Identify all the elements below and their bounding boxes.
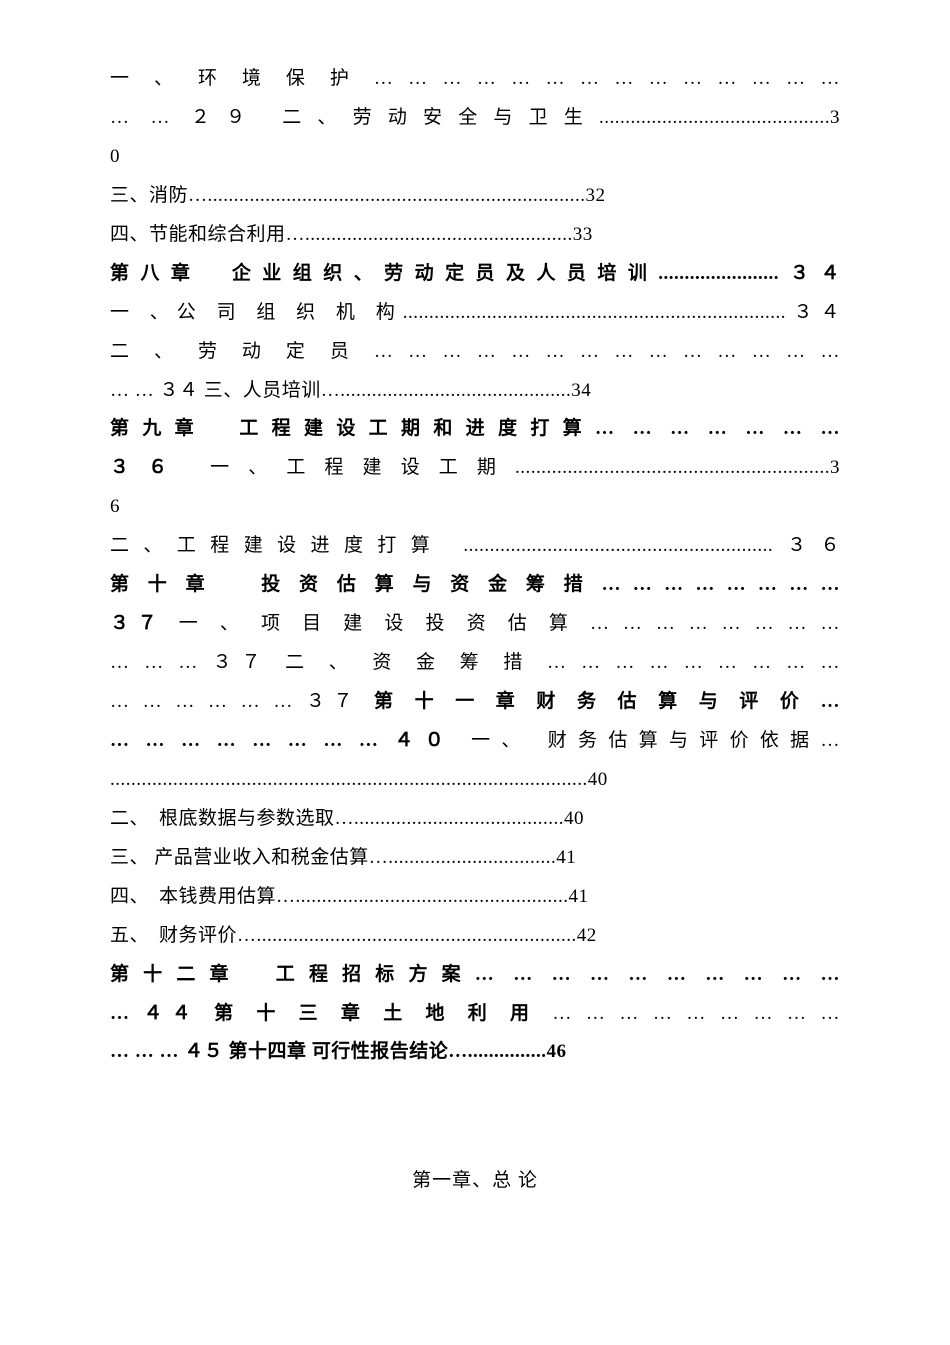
toc-line-11-bold: ３６ xyxy=(110,457,186,478)
toc-line-8: 二 、 劳 动 定 员 … … … … … … … … … … … … … … xyxy=(110,333,840,372)
toc-line-26: … … … ４５ 第十四章 可行性报告结论…...............46 xyxy=(110,1033,840,1072)
toc-line-11-rest: 一、工程建设工期................................… xyxy=(186,457,840,478)
toc-line-6: 第八章 企业组织、劳动定员及人员培训......................… xyxy=(110,255,840,294)
chapter-1-title: 第一章、总 论 xyxy=(110,1162,840,1201)
toc-line-18: … … … … … … … … ４０ 一、 财务估算与评价依据… xyxy=(110,722,840,761)
toc-line-14: 第 十 章 投 资 估 算 与 资 金 筹 措 … … … … … … … … xyxy=(110,566,840,605)
toc-line-25-rest: … … … … … … … … … xyxy=(552,1003,840,1024)
toc-container: 一 、 环 境 保 护 … … … … … … … … … … … … … … … xyxy=(110,60,840,1072)
toc-line-12: 6 xyxy=(110,488,840,527)
toc-line-19: ........................................… xyxy=(110,761,840,800)
toc-line-25: … ４４ 第 十 三 章 土 地 利 用 … … … … … … … … … xyxy=(110,995,840,1034)
toc-line-9: … … ３４ 三、人员培训…..........................… xyxy=(110,372,840,411)
toc-line-2: … … ２９ 二、劳动安全与卫生........................… xyxy=(110,99,840,138)
toc-line-18-bold: … … … … … … … … ４０ xyxy=(110,730,471,751)
toc-line-20: 二、 根底数据与参数选取…...........................… xyxy=(110,800,840,839)
toc-line-10: 第九章 工程建设工期和进度打算… … … … … … … xyxy=(110,410,840,449)
toc-line-5: 四、节能和综合利用…..............................… xyxy=(110,216,840,255)
toc-line-17: … … … … … … ３７ 第 十 一 章 财 务 估 算 与 评 价 … xyxy=(110,683,840,722)
toc-line-15-rest: 一 、 项 目 建 设 投 资 估 算 … … … … … … … … xyxy=(165,613,840,634)
toc-line-15: ３７ 一 、 项 目 建 设 投 资 估 算 … … … … … … … … xyxy=(110,605,840,644)
toc-line-15-bold: ３７ xyxy=(110,613,165,634)
toc-line-13: 二、工程建设进度打算 .............................… xyxy=(110,527,840,566)
toc-line-17-start: … … … … … … ３７ xyxy=(110,691,374,712)
toc-line-25-bold: … ４４ 第 十 三 章 土 地 利 用 xyxy=(110,1003,552,1024)
toc-line-7: 一 、公 司 组 织 机 构..........................… xyxy=(110,294,840,333)
toc-line-24: 第十二章 工程招标方案… … … … … … … … … … xyxy=(110,956,840,995)
toc-line-11: ３６ 一、工程建设工期.............................… xyxy=(110,449,840,488)
toc-line-16: … … … ３７ 二 、 资 金 筹 措 … … … … … … … … … xyxy=(110,644,840,683)
toc-line-21: 三、 产品营业收入和税金估算….........................… xyxy=(110,839,840,878)
toc-line-4: 三、消防…...................................… xyxy=(110,177,840,216)
toc-line-17-bold: 第 十 一 章 财 务 估 算 与 评 价 … xyxy=(374,691,840,712)
toc-line-22: 四、 本钱费用估算…..............................… xyxy=(110,878,840,917)
toc-line-3: 0 xyxy=(110,138,840,177)
toc-line-26-rest: ...............46 xyxy=(468,1041,567,1062)
toc-line-1: 一 、 环 境 保 护 … … … … … … … … … … … … … … xyxy=(110,60,840,99)
toc-line-23: 五、 财务评价…................................… xyxy=(110,917,840,956)
toc-line-18-rest: 一、 财务估算与评价依据… xyxy=(471,730,840,751)
toc-line-26-bold1: … … … ４５ 第十四章 可行性报告结论… xyxy=(110,1041,468,1062)
